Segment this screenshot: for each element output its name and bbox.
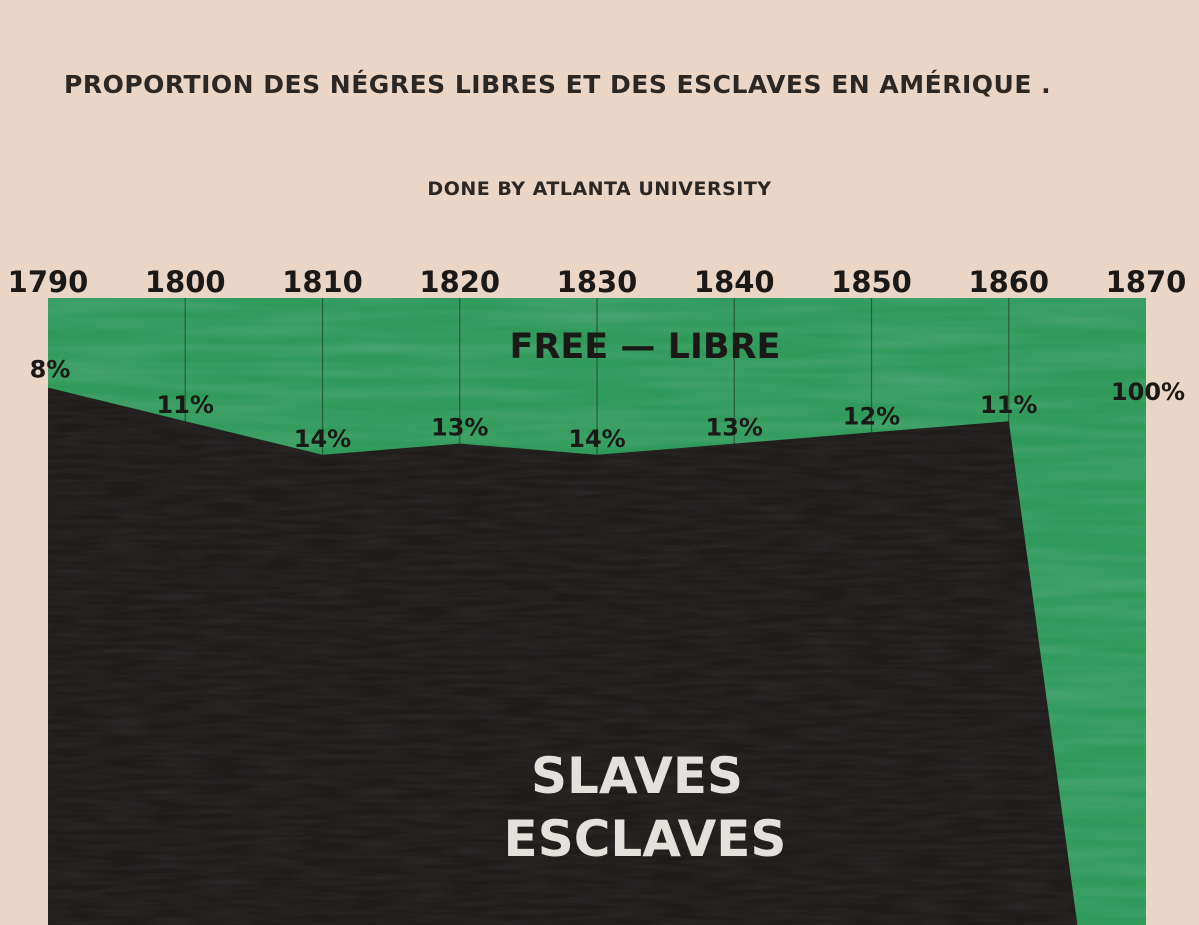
slaves-label: SLAVES <box>531 747 743 805</box>
x-tick-label: 1850 <box>831 265 912 299</box>
data-label: 11% <box>980 391 1037 419</box>
chart-subtitle: DONE BY ATLANTA UNIVERSITY <box>427 178 772 200</box>
data-label: 11% <box>157 391 214 419</box>
data-label: 13% <box>431 414 488 442</box>
chart-title: PROPORTION DES NÉGRES LIBRES ET DES ESCL… <box>64 70 1052 99</box>
data-label: 14% <box>568 425 625 453</box>
data-label: 12% <box>843 402 900 430</box>
x-tick-label: 1860 <box>968 265 1049 299</box>
x-tick-label: 1830 <box>557 265 638 299</box>
x-tick-label: 1790 <box>8 265 89 299</box>
x-tick-label: 1810 <box>282 265 363 299</box>
x-tick-label: 1800 <box>145 265 226 299</box>
slaves-label-line2: ESCLAVES <box>504 810 787 868</box>
free-label: FREE — LIBRE <box>510 327 781 367</box>
x-tick-label: 1820 <box>419 265 500 299</box>
slaves-area-texture <box>48 387 1078 925</box>
data-label: 100% <box>1111 378 1185 406</box>
x-tick-label: 1840 <box>694 265 775 299</box>
data-label: 13% <box>706 414 763 442</box>
data-label: 8% <box>30 356 71 384</box>
x-tick-label: 1870 <box>1106 265 1187 299</box>
data-label: 14% <box>294 425 351 453</box>
